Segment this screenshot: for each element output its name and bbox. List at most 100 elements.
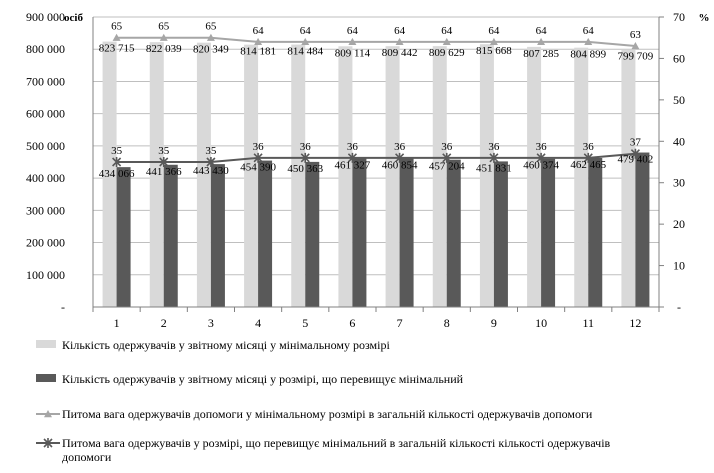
marker-star xyxy=(112,157,122,167)
marker-star xyxy=(583,152,593,163)
bar-minimal xyxy=(338,46,353,307)
data-label-minimal: 820 349 xyxy=(193,44,229,56)
data-label-minimal: 799 709 xyxy=(618,50,654,62)
marker-star xyxy=(536,152,546,163)
marker-triangle xyxy=(348,37,357,46)
x-tick-label: 8 xyxy=(444,316,450,330)
y-left-tick-label: 500 000 xyxy=(26,139,65,153)
marker-star xyxy=(206,157,216,167)
data-label-share-above-minimal: 37 xyxy=(630,137,642,149)
bar-minimal xyxy=(196,42,211,308)
data-label-above-minimal: 450 363 xyxy=(287,163,323,175)
gridlines xyxy=(93,16,659,276)
data-label-minimal: 809 114 xyxy=(335,47,371,59)
data-label-above-minimal: 479 402 xyxy=(618,154,654,166)
data-label-above-minimal: 443 430 xyxy=(193,165,229,177)
data-label-minimal: 809 442 xyxy=(382,47,418,59)
bar-above-minimal xyxy=(116,167,131,307)
bar-above-minimal xyxy=(305,161,320,307)
marker-star xyxy=(300,152,310,163)
bars xyxy=(102,41,650,308)
x-tick-label: 4 xyxy=(255,316,261,330)
data-label-minimal: 822 039 xyxy=(146,43,182,55)
data-label-minimal: 807 285 xyxy=(523,48,559,60)
line-share-above-minimal xyxy=(116,152,636,163)
bar-above-minimal xyxy=(588,157,603,307)
y-left-tick-label: 900 000 xyxy=(26,10,65,24)
bar-minimal xyxy=(527,46,542,308)
data-label-share-above-minimal: 36 xyxy=(536,141,548,153)
y-right-tick-label: 10 xyxy=(673,259,685,273)
axes: - 100 000 200 000 300 000 400 000 500 000 600 … xyxy=(26,10,710,330)
lines xyxy=(112,33,640,167)
data-label-minimal: 809 629 xyxy=(429,47,465,59)
y-left-unit: осіб xyxy=(64,12,83,24)
data-label-share-minimal: 65 xyxy=(111,21,123,33)
data-label-share-above-minimal: 35 xyxy=(205,145,217,157)
data-label-above-minimal: 462 465 xyxy=(570,159,606,171)
bar-above-minimal xyxy=(399,158,414,307)
y-left-tick-label: 200 000 xyxy=(26,236,65,250)
bar-above-minimal xyxy=(163,164,178,307)
marker-star xyxy=(489,152,499,163)
bar-minimal xyxy=(291,44,306,308)
data-label-minimal: 814 484 xyxy=(287,46,323,58)
x-tick-label: 2 xyxy=(161,316,167,330)
y-right-unit: % xyxy=(699,12,710,24)
data-label-share-minimal: 64 xyxy=(300,25,312,37)
marker-triangle xyxy=(631,42,640,50)
legend-label: Питома вага одержувачів у розмірі, що пе… xyxy=(62,436,611,464)
y-left-tick-label: 600 000 xyxy=(26,107,65,121)
data-label-share-above-minimal: 36 xyxy=(583,141,595,153)
marker-triangle xyxy=(301,37,310,46)
bar-above-minimal xyxy=(493,161,508,307)
data-label-minimal: 815 668 xyxy=(476,45,512,57)
y-right-tick-label: 40 xyxy=(673,134,685,148)
y-left-tick-label: 100 000 xyxy=(26,268,65,282)
bar-minimal xyxy=(432,46,447,308)
marker-triangle xyxy=(537,37,546,46)
data-label-share-minimal: 64 xyxy=(347,25,359,37)
bar-minimal xyxy=(102,41,117,308)
data-label-share-minimal: 65 xyxy=(158,21,170,33)
data-label-above-minimal: 461 327 xyxy=(335,159,371,171)
y-right-tick-label: 20 xyxy=(673,217,685,231)
data-label-share-minimal: 64 xyxy=(536,25,548,37)
marker-star xyxy=(159,157,169,167)
data-label-minimal: 804 899 xyxy=(570,49,606,61)
y-right-tick-label: 70 xyxy=(673,10,685,24)
legend-label-line-1: Питома вага одержувачів у розмірі, що пе… xyxy=(62,436,611,450)
marker-star xyxy=(442,152,452,163)
data-label-above-minimal: 460 374 xyxy=(523,160,559,172)
bar-above-minimal xyxy=(446,159,461,307)
marker-star xyxy=(630,148,640,159)
data-label-share-minimal: 64 xyxy=(394,25,406,37)
data-label-share-above-minimal: 36 xyxy=(253,141,265,153)
data-label-share-minimal: 64 xyxy=(253,25,265,37)
legend-swatch xyxy=(36,340,56,348)
y-left-tick-label: 300 000 xyxy=(26,203,65,217)
data-label-above-minimal: 451 831 xyxy=(476,162,512,174)
data-label-above-minimal: 454 390 xyxy=(240,162,276,174)
bar-minimal xyxy=(574,47,589,308)
marker-star xyxy=(395,152,405,163)
data-label-share-above-minimal: 35 xyxy=(158,145,170,157)
y-left-tick-label: 800 000 xyxy=(26,42,65,56)
marker-triangle xyxy=(112,33,121,41)
legend-label: Кількість одержувачів у звітному місяці … xyxy=(62,372,464,386)
data-label-share-above-minimal: 36 xyxy=(394,141,406,153)
x-tick-label: 12 xyxy=(629,316,641,330)
legend: Кількість одержувачів у звітному місяці … xyxy=(36,338,611,464)
bar-above-minimal xyxy=(541,158,556,307)
bar-above-minimal xyxy=(210,164,225,307)
marker-triangle xyxy=(442,37,451,46)
data-label-above-minimal: 434 066 xyxy=(99,168,135,180)
data-label-above-minimal: 441 366 xyxy=(146,166,182,178)
y-left-tick-label: 700 000 xyxy=(26,74,65,88)
marker-triangle xyxy=(395,37,404,46)
legend-label-line-2: допомоги xyxy=(62,450,112,464)
y-right-tick-label: - xyxy=(677,300,681,314)
data-label-share-above-minimal: 36 xyxy=(300,141,312,153)
legend-marker-star xyxy=(43,438,53,448)
